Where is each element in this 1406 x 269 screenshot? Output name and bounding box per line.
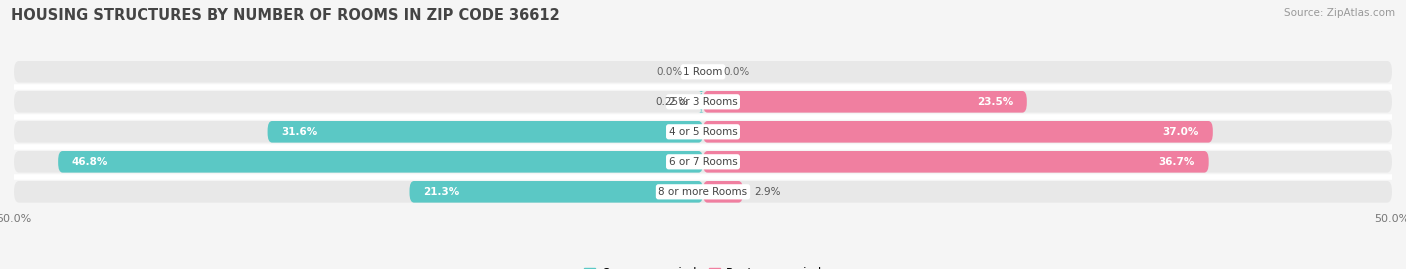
Text: 31.6%: 31.6% — [281, 127, 318, 137]
FancyBboxPatch shape — [267, 121, 703, 143]
FancyBboxPatch shape — [409, 181, 703, 203]
Text: 0.0%: 0.0% — [657, 67, 682, 77]
FancyBboxPatch shape — [14, 61, 1392, 83]
FancyBboxPatch shape — [703, 151, 1209, 173]
Text: 4 or 5 Rooms: 4 or 5 Rooms — [669, 127, 737, 137]
Text: 37.0%: 37.0% — [1163, 127, 1199, 137]
FancyBboxPatch shape — [14, 151, 1392, 173]
FancyBboxPatch shape — [703, 91, 1026, 113]
Text: 2 or 3 Rooms: 2 or 3 Rooms — [669, 97, 737, 107]
FancyBboxPatch shape — [703, 181, 742, 203]
FancyBboxPatch shape — [14, 181, 1392, 203]
Text: 21.3%: 21.3% — [423, 187, 460, 197]
Text: 8 or more Rooms: 8 or more Rooms — [658, 187, 748, 197]
FancyBboxPatch shape — [699, 91, 704, 113]
Text: 6 or 7 Rooms: 6 or 7 Rooms — [669, 157, 737, 167]
FancyBboxPatch shape — [58, 151, 703, 173]
Text: 36.7%: 36.7% — [1159, 157, 1195, 167]
Text: 23.5%: 23.5% — [977, 97, 1012, 107]
Legend: Owner-occupied, Renter-occupied: Owner-occupied, Renter-occupied — [579, 263, 827, 269]
Text: HOUSING STRUCTURES BY NUMBER OF ROOMS IN ZIP CODE 36612: HOUSING STRUCTURES BY NUMBER OF ROOMS IN… — [11, 8, 560, 23]
FancyBboxPatch shape — [14, 121, 1392, 143]
FancyBboxPatch shape — [703, 121, 1213, 143]
Text: 0.25%: 0.25% — [655, 97, 689, 107]
Text: 0.0%: 0.0% — [724, 67, 749, 77]
Text: 2.9%: 2.9% — [754, 187, 780, 197]
Text: 46.8%: 46.8% — [72, 157, 108, 167]
Text: 1 Room: 1 Room — [683, 67, 723, 77]
FancyBboxPatch shape — [14, 91, 1392, 113]
Text: Source: ZipAtlas.com: Source: ZipAtlas.com — [1284, 8, 1395, 18]
